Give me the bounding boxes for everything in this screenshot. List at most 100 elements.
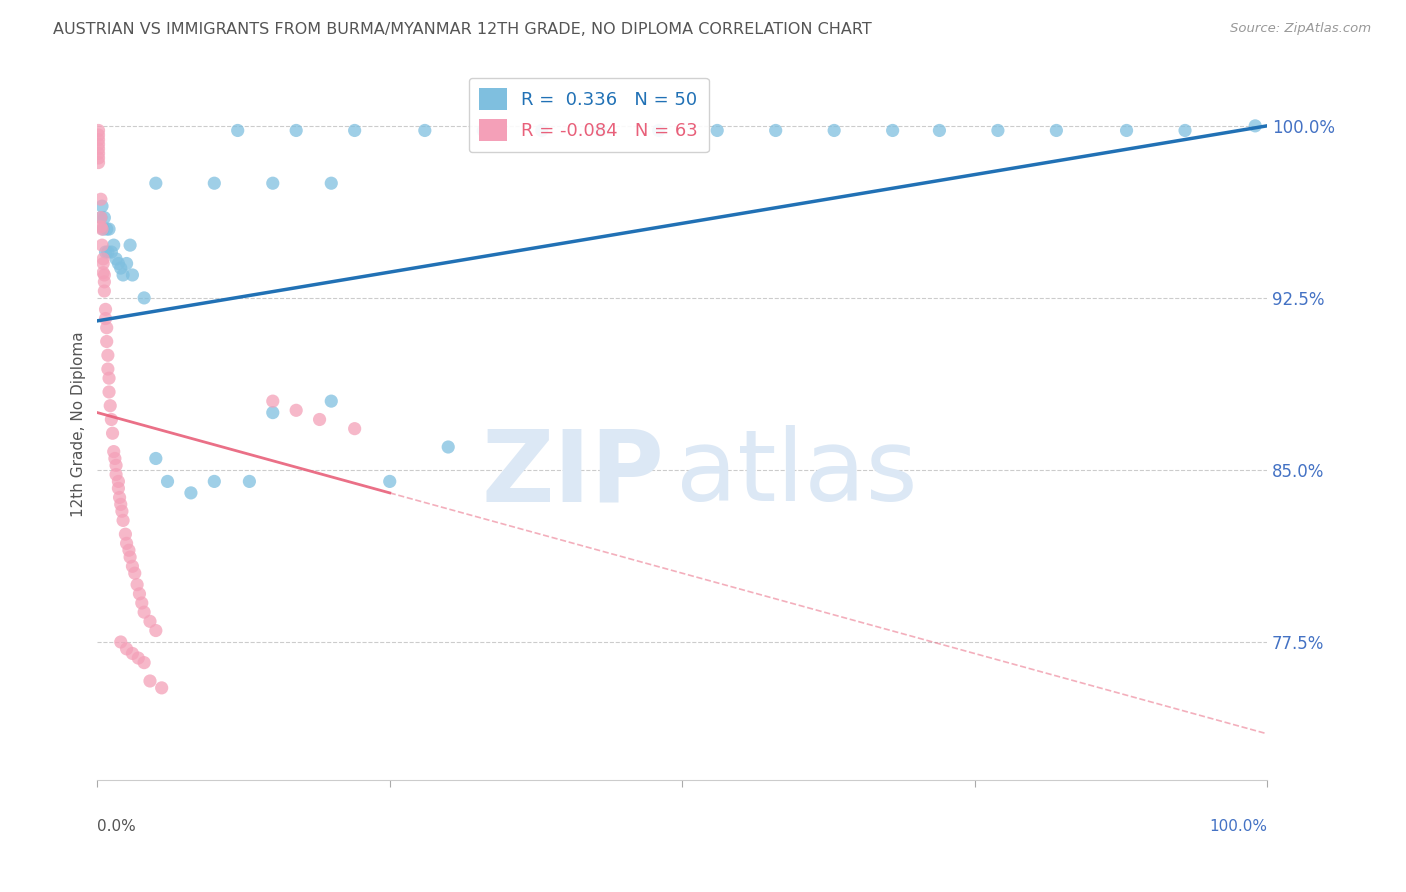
- Point: [98, 222, 121, 236]
- Point: [90, 192, 112, 206]
- Point: [156, 475, 179, 489]
- Point: [262, 394, 284, 409]
- Text: atlas: atlas: [676, 425, 918, 523]
- Text: 0.0%: 0.0%: [97, 819, 136, 834]
- Legend: R =  0.336   N = 50, R = -0.084   N = 63: R = 0.336 N = 50, R = -0.084 N = 63: [468, 78, 709, 153]
- Point: [378, 475, 401, 489]
- Point: [589, 123, 612, 137]
- Point: [97, 348, 120, 362]
- Point: [98, 384, 121, 399]
- Point: [96, 320, 118, 334]
- Text: ZIP: ZIP: [482, 425, 665, 523]
- Point: [91, 222, 114, 236]
- Point: [145, 451, 167, 466]
- Point: [87, 142, 110, 156]
- Point: [987, 123, 1010, 137]
- Point: [118, 543, 141, 558]
- Point: [823, 123, 845, 137]
- Point: [150, 681, 173, 695]
- Point: [321, 394, 343, 409]
- Point: [107, 256, 129, 270]
- Point: [93, 275, 115, 289]
- Point: [90, 211, 112, 225]
- Point: [87, 146, 110, 161]
- Point: [343, 123, 366, 137]
- Point: [110, 261, 132, 276]
- Point: [94, 311, 117, 326]
- Point: [321, 176, 343, 190]
- Point: [115, 256, 138, 270]
- Point: [87, 133, 110, 147]
- Point: [180, 486, 202, 500]
- Point: [202, 475, 225, 489]
- Point: [134, 291, 156, 305]
- Point: [105, 458, 128, 473]
- Point: [110, 497, 132, 511]
- Point: [928, 123, 950, 137]
- Point: [121, 268, 143, 282]
- Point: [706, 123, 728, 137]
- Point: [139, 673, 162, 688]
- Point: [96, 222, 118, 236]
- Point: [98, 371, 121, 385]
- Point: [91, 238, 114, 252]
- Point: [121, 647, 143, 661]
- Point: [105, 467, 128, 482]
- Point: [1174, 123, 1197, 137]
- Point: [87, 123, 110, 137]
- Point: [87, 137, 110, 152]
- Point: [91, 199, 114, 213]
- Point: [139, 615, 162, 629]
- Point: [285, 123, 308, 137]
- Point: [134, 656, 156, 670]
- Point: [91, 252, 114, 266]
- Point: [226, 123, 249, 137]
- Point: [1115, 123, 1137, 137]
- Point: [127, 651, 149, 665]
- Point: [91, 222, 114, 236]
- Y-axis label: 12th Grade, No Diploma: 12th Grade, No Diploma: [72, 331, 86, 516]
- Point: [96, 334, 118, 349]
- Point: [882, 123, 904, 137]
- Point: [91, 266, 114, 280]
- Point: [91, 256, 114, 270]
- Text: 100.0%: 100.0%: [1209, 819, 1267, 834]
- Point: [145, 624, 167, 638]
- Point: [124, 566, 146, 581]
- Point: [262, 176, 284, 190]
- Point: [472, 123, 495, 137]
- Point: [145, 176, 167, 190]
- Point: [97, 245, 120, 260]
- Point: [100, 412, 122, 426]
- Point: [90, 219, 112, 234]
- Point: [94, 302, 117, 317]
- Point: [93, 268, 115, 282]
- Point: [1045, 123, 1067, 137]
- Point: [127, 577, 149, 591]
- Point: [93, 211, 115, 225]
- Point: [112, 513, 135, 527]
- Point: [238, 475, 260, 489]
- Point: [114, 527, 136, 541]
- Point: [308, 412, 330, 426]
- Point: [103, 444, 125, 458]
- Point: [90, 211, 112, 225]
- Point: [108, 491, 131, 505]
- Point: [285, 403, 308, 417]
- Point: [115, 536, 138, 550]
- Point: [97, 362, 120, 376]
- Point: [128, 587, 150, 601]
- Point: [262, 406, 284, 420]
- Point: [101, 426, 124, 441]
- Point: [103, 238, 125, 252]
- Point: [110, 635, 132, 649]
- Point: [93, 284, 115, 298]
- Point: [111, 504, 134, 518]
- Point: [100, 245, 122, 260]
- Point: [648, 123, 671, 137]
- Point: [98, 399, 121, 413]
- Point: [104, 451, 127, 466]
- Point: [112, 268, 135, 282]
- Point: [437, 440, 460, 454]
- Point: [121, 559, 143, 574]
